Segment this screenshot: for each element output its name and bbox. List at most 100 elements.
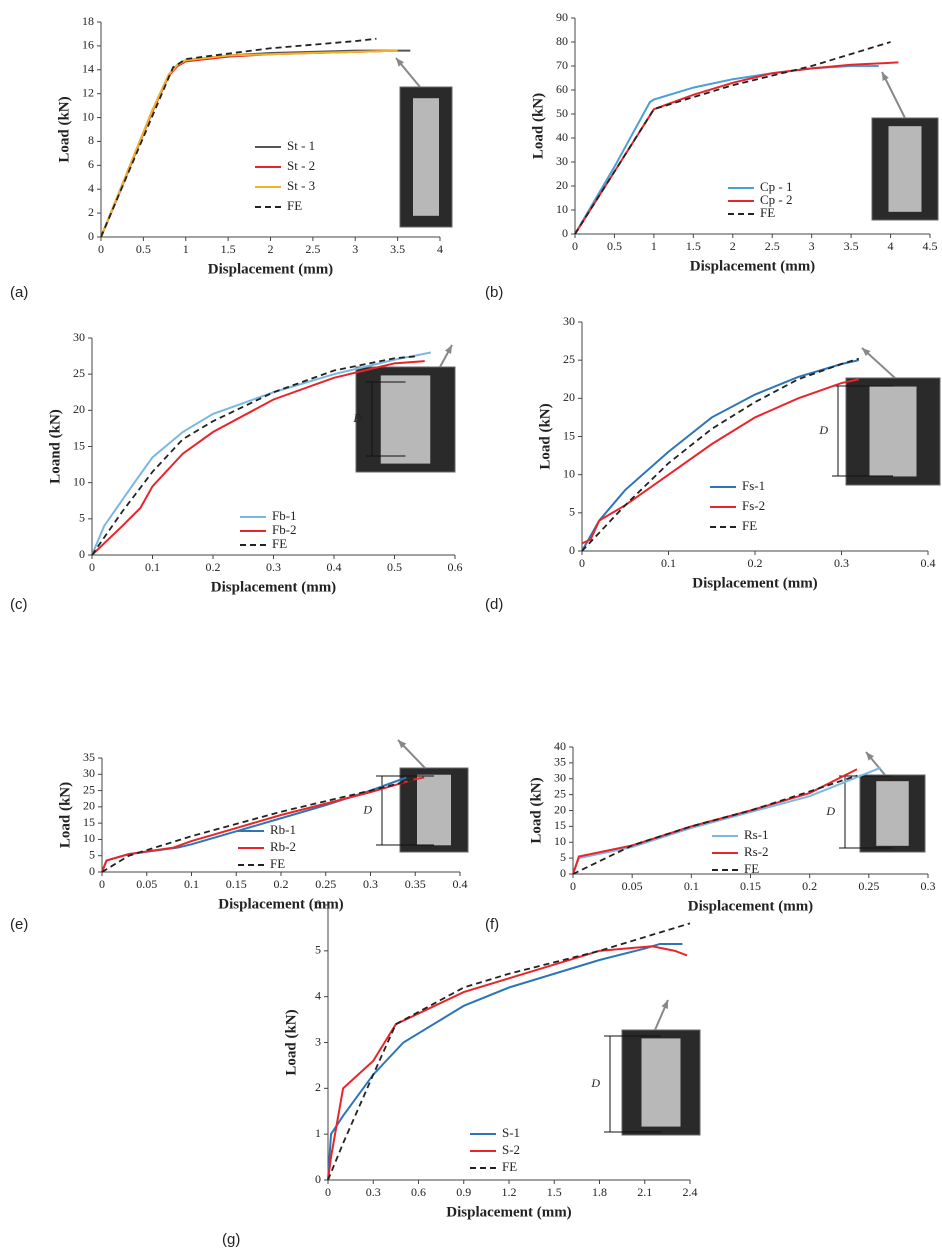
y-tick-label: 30 [563,314,575,328]
legend-label: S-2 [502,1142,520,1157]
dimension-label: D [818,423,828,437]
x-tick-label: 0.2 [274,877,289,891]
x-tick-label: 0.4 [453,877,468,891]
legend-label: Fs-2 [742,498,765,513]
data-line [574,61,899,235]
legend-label: Fs-1 [742,478,765,493]
y-tick-label: 70 [556,58,568,72]
y-tick-label: 40 [556,130,568,144]
x-tick-label: 0 [579,556,585,570]
pointer-arrowhead [661,1000,668,1009]
y-tick-label: 50 [556,106,568,120]
y-tick-label: 12 [82,85,94,99]
data-line [100,49,411,238]
y-tick-label: 5 [79,511,85,525]
data-line [100,49,398,238]
dimension-label: D [362,802,372,816]
x-tick-label: 0.5 [607,239,622,253]
data-line [572,766,882,875]
y-tick-label: 0 [88,229,94,243]
y-tick-label: 80 [556,34,568,48]
x-tick-label: 0.1 [684,879,699,893]
y-tick-label: 20 [563,390,575,404]
x-tick-label: 2 [268,242,274,256]
specimen-body [413,98,439,216]
y-tick-label: 25 [563,352,575,366]
data-line [101,776,425,873]
x-tick-label: 0.9 [456,1185,471,1199]
y-tick-label: 60 [556,82,568,96]
specimen-body [417,774,451,846]
pointer-arrowhead [866,752,874,761]
x-tick-label: 0.15 [740,879,761,893]
x-tick-label: 0.3 [363,877,378,891]
x-tick-label: 2 [730,239,736,253]
legend-label: St - 2 [287,158,315,173]
legend-label: Fb-2 [272,522,297,537]
legend-label: Rs-2 [744,844,769,859]
x-tick-label: 1.2 [502,1185,517,1199]
y-tick-label: 40 [554,739,566,753]
y-tick-label: 18 [82,14,94,28]
legend-label: Rb-1 [270,822,296,837]
x-tick-label: 4 [437,242,443,256]
x-tick-label: 0.3 [366,1185,381,1199]
legend-label: St - 1 [287,138,315,153]
y-tick-label: 20 [83,799,95,813]
x-tick-label: 0.2 [802,879,817,893]
x-tick-label: 0.5 [387,560,402,574]
y-tick-label: 8 [88,133,94,147]
y-tick-label: 20 [554,802,566,816]
specimen-body [876,781,909,846]
y-tick-label: 25 [73,366,85,380]
data-line [572,774,858,875]
pointer-arrow [881,71,906,119]
x-tick-label: 1 [183,242,189,256]
legend-label: Rs-1 [744,827,769,842]
y-tick-label: 35 [83,750,95,764]
y-tick-label: 0 [89,864,95,878]
x-tick-label: 0.6 [411,1185,426,1199]
x-tick-label: 4 [888,239,894,253]
x-tick-label: 0.05 [136,877,157,891]
y-tick-label: 15 [83,815,95,829]
specimen-body [869,386,917,477]
x-tick-label: 2.5 [765,239,780,253]
y-tick-label: 30 [83,766,95,780]
legend-label: Cp - 1 [760,179,793,194]
x-axis-label: Displacement (mm) [218,896,343,912]
x-tick-label: 0.4 [327,560,342,574]
x-tick-label: 1.5 [686,239,701,253]
x-axis-label: Displacement (mm) [446,1204,571,1220]
x-tick-label: 3 [352,242,358,256]
x-tick-label: 0.3 [266,560,281,574]
panel-label: (c) [10,596,28,613]
x-tick-label: 0.2 [206,560,221,574]
pointer-arrowhead [862,348,871,357]
legend-label: FE [744,861,759,876]
y-axis-label: Loand (kN) [47,409,63,484]
y-tick-label: 0 [560,866,566,880]
y-tick-label: 30 [73,330,85,344]
x-tick-label: 3.5 [390,242,405,256]
legend-label: FE [742,518,757,533]
y-tick-label: 15 [554,818,566,832]
x-axis-label: Displacement (mm) [688,898,813,914]
x-tick-label: 0.1 [145,560,160,574]
panel-label: (b) [485,284,503,301]
x-tick-label: 0 [99,877,105,891]
x-tick-label: 1.5 [547,1185,562,1199]
data-line [100,37,377,238]
data-line [91,355,419,556]
x-axis-label: Displacement (mm) [211,579,336,595]
dimension-label: D [352,411,362,425]
y-tick-label: 90 [556,10,568,24]
x-axis-label: Displacement (mm) [208,261,333,277]
x-tick-label: 0.2 [748,556,763,570]
y-tick-label: 0 [569,543,575,557]
data-line [572,768,858,875]
y-tick-label: 14 [82,62,94,76]
data-line [581,378,860,545]
legend-label: FE [502,1159,517,1174]
y-tick-label: 15 [73,438,85,452]
